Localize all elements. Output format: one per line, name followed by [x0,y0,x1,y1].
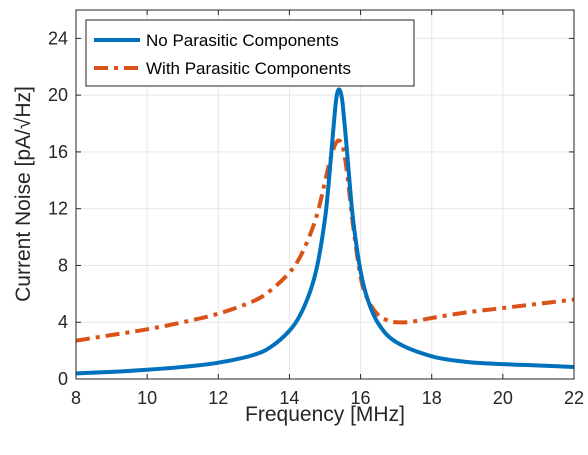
legend-label-with-parasitic: With Parasitic Components [146,59,351,78]
legend-box [85,19,415,87]
legend-label-no-parasitic: No Parasitic Components [146,31,339,50]
x-tick-label: 22 [564,388,584,408]
x-tick-label: 12 [208,388,228,408]
y-tick-label: 16 [48,142,68,162]
y-tick-label: 0 [58,369,68,389]
x-tick-label: 14 [279,388,299,408]
x-tick-label: 18 [422,388,442,408]
series-line-no-parasitic [75,87,575,376]
x-tick-label: 10 [137,388,157,408]
series-layer [75,87,575,376]
y-tick-label: 24 [48,28,68,48]
y-tick-label: 12 [48,199,68,219]
x-tick-label: 20 [493,388,513,408]
y-tick-label: 8 [58,255,68,275]
series-line-with-parasitic [75,138,575,343]
y-tick-label: 20 [48,85,68,105]
x-tick-label: 8 [71,388,81,408]
legend: No Parasitic Components With Parasitic C… [85,19,415,87]
x-tick-label: 16 [351,388,371,408]
x-axis-label: Frequency [MHz] [245,403,405,426]
y-tick-label: 4 [58,312,68,332]
ticks [75,10,575,380]
tick-labels: 8 10 12 14 16 18 20 22 0 4 8 12 16 20 24 [48,28,584,408]
y-axis-label: Current Noise [pA/√Hz] [12,86,35,302]
plot-frame [75,9,575,380]
